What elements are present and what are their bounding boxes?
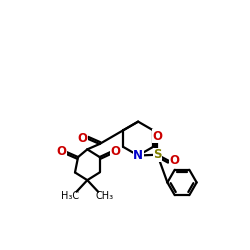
Text: O: O — [78, 132, 88, 145]
Text: H₃C: H₃C — [60, 190, 79, 200]
Text: O: O — [169, 154, 179, 168]
Text: S: S — [153, 148, 162, 161]
Text: CH₃: CH₃ — [96, 190, 114, 200]
Text: N: N — [133, 149, 143, 162]
Text: O: O — [56, 145, 66, 158]
Text: O: O — [152, 130, 162, 143]
Text: O: O — [111, 145, 121, 158]
